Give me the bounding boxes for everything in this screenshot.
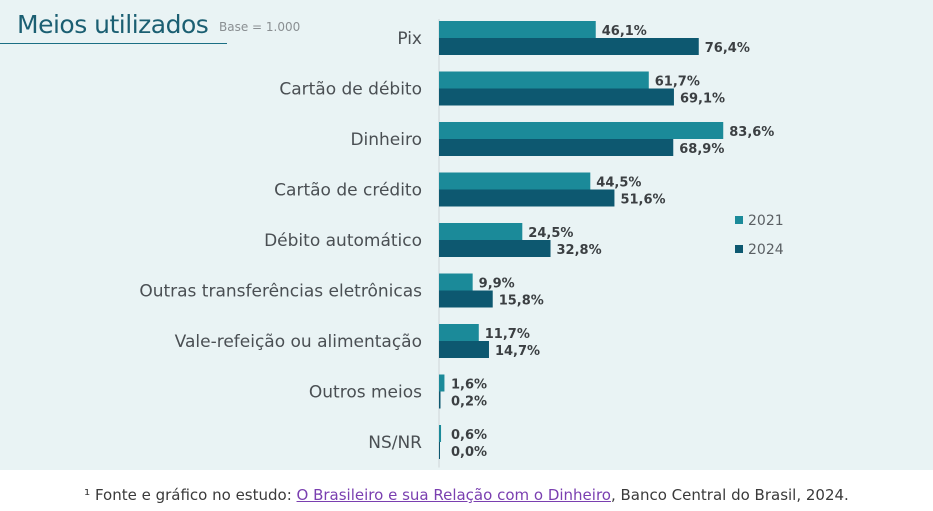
value-label-2021-vale-refeicao-ou-alimentacao: 11,7% — [485, 327, 530, 342]
source-link[interactable]: O Brasileiro e sua Relação com o Dinheir… — [296, 486, 611, 504]
category-label-pix: Pix — [397, 29, 422, 49]
category-label-outros-meios: Outros meios — [309, 383, 422, 403]
value-label-2024-pix: 76,4% — [705, 41, 750, 56]
bar-2021-pix — [439, 21, 596, 38]
bar-2021-vale-refeicao-ou-alimentacao — [439, 324, 479, 341]
bar-2024-pix — [439, 38, 699, 55]
value-label-2021-cartao-de-debito: 61,7% — [655, 75, 700, 90]
value-label-2021-outros-meios: 1,6% — [451, 378, 487, 393]
base-note: Base = 1.000 — [219, 20, 301, 34]
category-label-outras-transferencias-eletronicas: Outras transferências eletrônicas — [139, 282, 422, 302]
legend-label-2021: 2021 — [748, 213, 784, 229]
bar-2024-cartao-de-debito — [439, 88, 674, 106]
bar-2021-cartao-de-credito — [439, 172, 591, 190]
bar-2024-dinheiro — [439, 139, 674, 156]
footnote-suffix: , Banco Central do Brasil, 2024. — [610, 486, 849, 504]
bar-2021-cartao-de-debito — [439, 71, 649, 89]
bar-2021-debito-automatico — [439, 223, 523, 240]
value-label-2021-cartao-de-credito: 44,5% — [596, 176, 641, 191]
value-label-2024-cartao-de-debito: 69,1% — [680, 92, 725, 107]
legend-swatch-2021 — [735, 216, 743, 224]
title-underline — [0, 43, 227, 44]
chart-title: Meios utilizados — [17, 10, 209, 39]
category-label-cartao-de-credito: Cartão de crédito — [274, 181, 422, 201]
bar-2024-cartao-de-credito — [439, 189, 615, 207]
value-label-2024-debito-automatico: 32,8% — [557, 243, 602, 258]
category-label-vale-refeicao-ou-alimentacao: Vale-refeição ou alimentação — [175, 332, 422, 352]
bar-2024-outros-meios — [439, 391, 441, 409]
value-label-2021-pix: 46,1% — [602, 24, 647, 39]
value-label-2021-debito-automatico: 24,5% — [528, 226, 573, 241]
value-label-2021-outras-transferencias-eletronicas: 9,9% — [479, 277, 515, 292]
value-label-2024-ns-nr: 0,0% — [451, 445, 487, 460]
bar-chart: Pix 46,1% 76,4% Cartão de débito 61,7% 69,1% D… — [139, 19, 784, 468]
footnote-prefix: ¹ Fonte e gráfico no estudo: — [84, 486, 297, 504]
bar-2021-outras-transferencias-eletronicas — [439, 273, 473, 291]
value-label-2024-outras-transferencias-eletronicas: 15,8% — [499, 294, 544, 309]
category-label-dinheiro: Dinheiro — [350, 130, 422, 150]
value-label-2024-dinheiro: 68,9% — [679, 142, 724, 157]
category-label-ns-nr: NS/NR — [368, 433, 422, 453]
bar-2024-debito-automatico — [439, 240, 551, 257]
bar-2024-ns-nr — [439, 442, 440, 459]
bar-2021-ns-nr — [439, 425, 442, 442]
category-label-debito-automatico: Débito automático — [264, 231, 422, 251]
footnote: ¹ Fonte e gráfico no estudo: O Brasileir… — [0, 486, 933, 504]
bar-2024-vale-refeicao-ou-alimentacao — [439, 341, 489, 358]
bar-2024-outras-transferencias-eletronicas — [439, 290, 493, 308]
value-label-2021-ns-nr: 0,6% — [451, 428, 487, 443]
value-label-2024-vale-refeicao-ou-alimentacao: 14,7% — [495, 344, 540, 359]
legend-label-2024: 2024 — [748, 242, 784, 258]
value-label-2024-cartao-de-credito: 51,6% — [620, 193, 665, 208]
legend-swatch-2024 — [735, 245, 743, 253]
bar-2021-outros-meios — [439, 374, 445, 392]
category-label-cartao-de-debito: Cartão de débito — [279, 80, 422, 100]
bar-2021-dinheiro — [439, 122, 724, 139]
value-label-2021-dinheiro: 83,6% — [729, 125, 774, 140]
value-label-2024-outros-meios: 0,2% — [451, 395, 487, 410]
